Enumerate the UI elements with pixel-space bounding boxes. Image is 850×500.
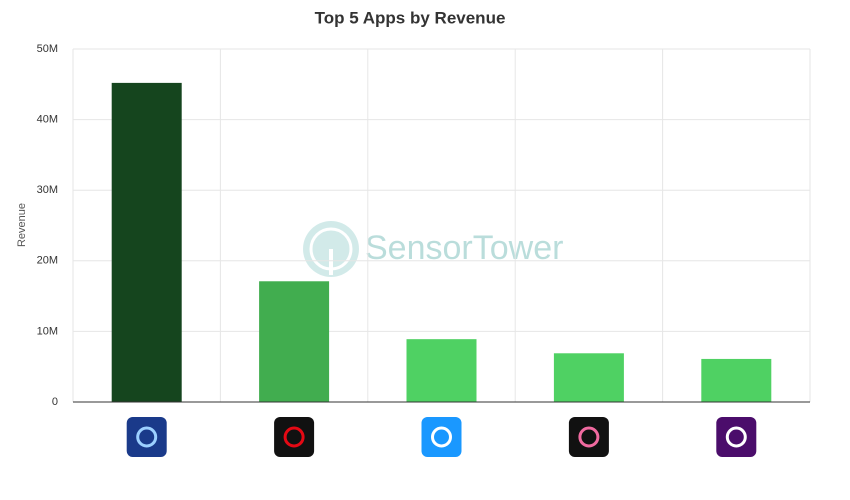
app-icon-glyph xyxy=(283,426,305,448)
app-icon xyxy=(568,417,609,457)
y-tick-label: 50M xyxy=(37,43,58,55)
bar xyxy=(111,82,182,402)
bar xyxy=(553,353,624,402)
app-icon-glyph xyxy=(136,426,158,448)
app-icon xyxy=(274,417,315,457)
y-tick-label: 10M xyxy=(37,325,58,337)
app-icon xyxy=(421,417,462,457)
y-tick-label: 30M xyxy=(37,184,58,196)
app-icon-glyph xyxy=(725,426,747,448)
watermark-logo xyxy=(303,221,359,277)
y-tick-label: 0 xyxy=(52,396,58,408)
y-axis-label: Revenue xyxy=(16,203,28,247)
y-tick-label: 40M xyxy=(37,114,58,126)
app-icon xyxy=(126,417,167,457)
y-tick-label: 20M xyxy=(37,255,58,267)
bar xyxy=(259,281,330,402)
bar xyxy=(406,339,477,402)
bar xyxy=(701,358,772,402)
app-icon-glyph xyxy=(578,426,600,448)
app-icon xyxy=(716,417,757,457)
app-icon-glyph xyxy=(431,426,452,448)
chart-title: Top 5 Apps by Revenue xyxy=(315,8,506,27)
